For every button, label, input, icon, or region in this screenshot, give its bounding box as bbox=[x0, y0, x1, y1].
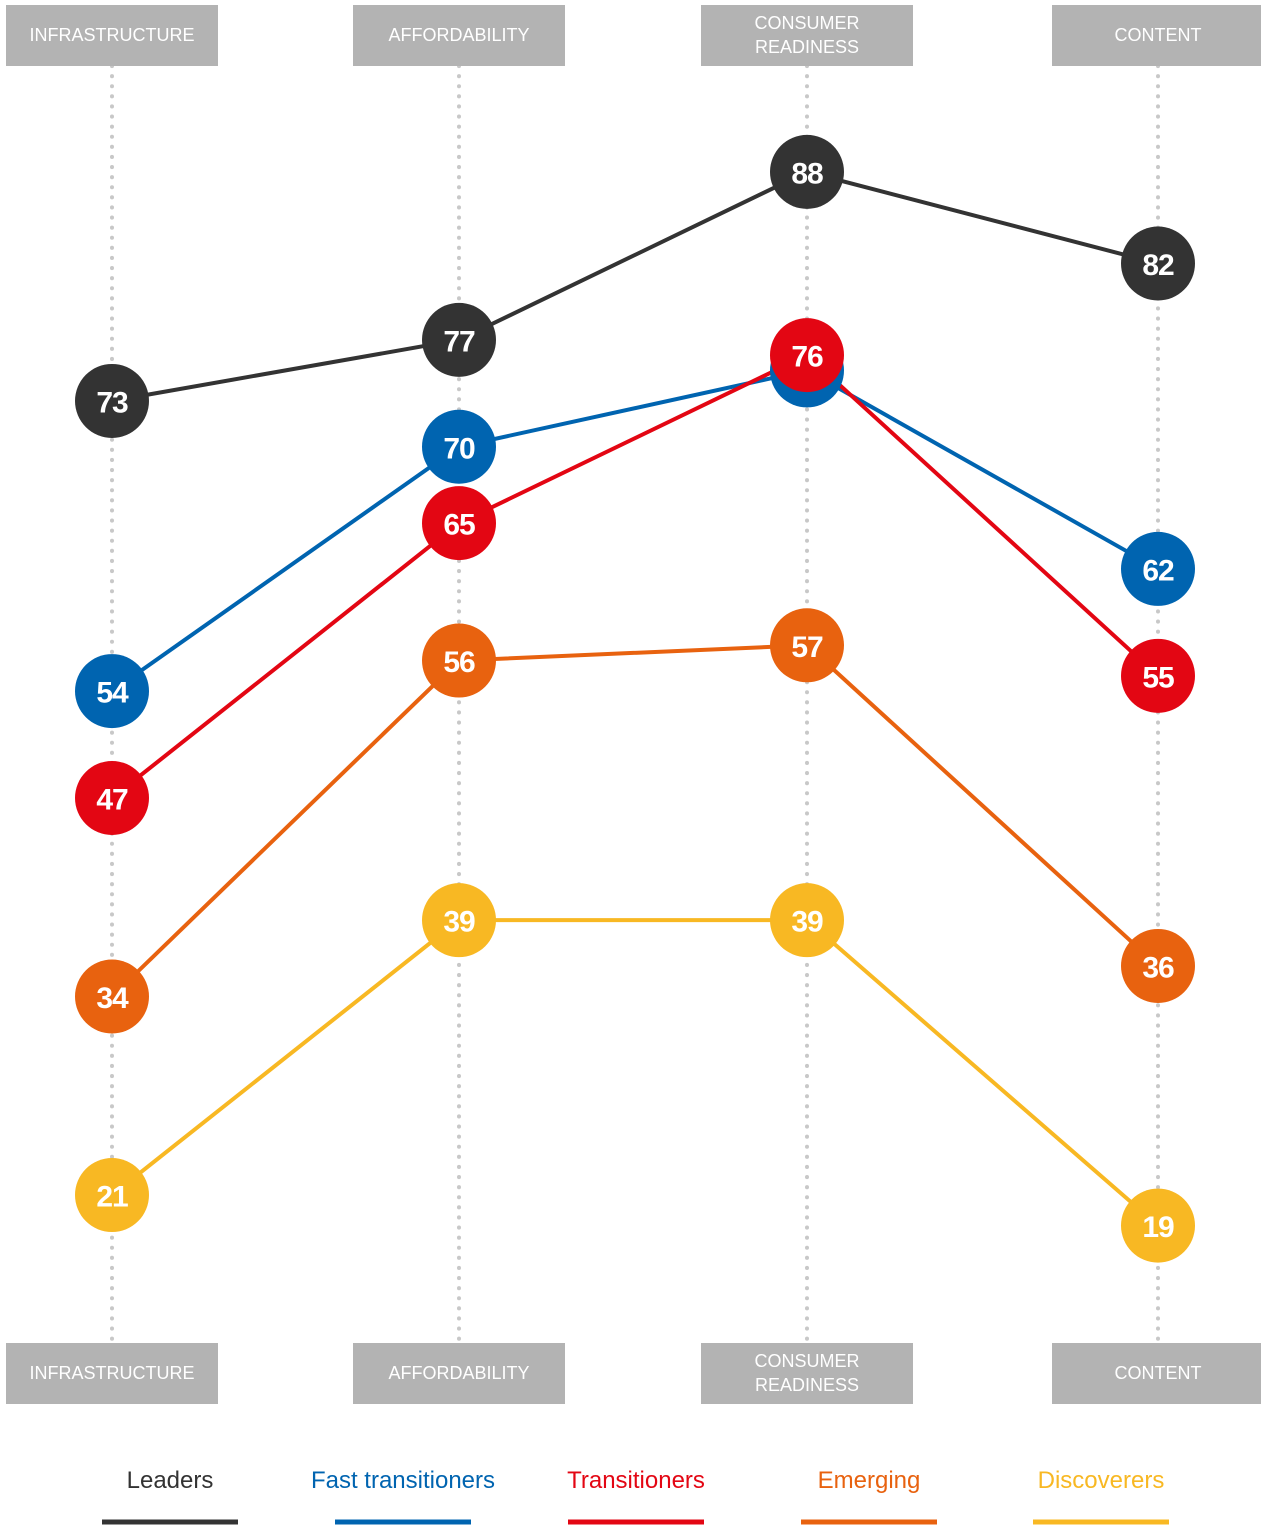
value-label: 39 bbox=[791, 906, 823, 939]
value-label: 57 bbox=[791, 631, 823, 664]
data-point bbox=[1121, 638, 1195, 713]
data-point bbox=[422, 302, 496, 377]
value-label: 65 bbox=[443, 509, 475, 542]
value-label: 19 bbox=[1142, 1211, 1174, 1244]
legend-label: Transitioners bbox=[567, 1467, 705, 1494]
category-label: INFRASTRUCTURE bbox=[6, 5, 218, 66]
value-label: 34 bbox=[96, 982, 129, 1015]
value-label: 55 bbox=[1142, 661, 1174, 694]
data-point bbox=[1121, 531, 1195, 606]
series-line bbox=[110, 918, 1160, 1228]
series-line bbox=[111, 169, 1159, 403]
data-point bbox=[75, 760, 149, 835]
data-point bbox=[422, 409, 496, 484]
legend-label: Emerging bbox=[818, 1467, 921, 1494]
data-point bbox=[770, 318, 844, 393]
series-line bbox=[110, 643, 1160, 998]
value-label: 21 bbox=[96, 1181, 128, 1214]
category-label: CONTENT bbox=[1052, 1343, 1261, 1404]
data-point bbox=[770, 134, 844, 209]
value-label: 56 bbox=[443, 646, 475, 679]
category-label: AFFORDABILITY bbox=[353, 1343, 565, 1404]
data-point bbox=[422, 623, 496, 698]
value-label: 70 bbox=[443, 432, 475, 465]
legend-label: Discoverers bbox=[1038, 1467, 1165, 1494]
value-label: 39 bbox=[443, 906, 475, 939]
value-label: 62 bbox=[1142, 554, 1174, 587]
data-point bbox=[770, 608, 844, 683]
data-point bbox=[1121, 1188, 1195, 1263]
category-label: CONTENT bbox=[1052, 5, 1261, 66]
legend-label: Fast transitioners bbox=[311, 1467, 495, 1494]
series-line bbox=[110, 368, 1159, 693]
value-label: 47 bbox=[96, 783, 128, 816]
value-label: 73 bbox=[96, 386, 128, 419]
data-point bbox=[422, 486, 496, 561]
data-point bbox=[770, 883, 844, 958]
value-label: 88 bbox=[791, 157, 823, 190]
value-label: 77 bbox=[443, 325, 475, 358]
value-label: 82 bbox=[1142, 249, 1174, 282]
category-label: CONSUMER READINESS bbox=[701, 1343, 913, 1404]
data-point bbox=[1121, 928, 1195, 1003]
data-point bbox=[75, 1158, 149, 1233]
category-label: CONSUMER READINESS bbox=[701, 5, 913, 66]
data-point bbox=[75, 959, 149, 1034]
data-point bbox=[75, 654, 149, 729]
category-label: INFRASTRUCTURE bbox=[6, 1343, 218, 1404]
series-line bbox=[110, 352, 1160, 800]
data-point bbox=[422, 883, 496, 958]
data-point bbox=[75, 363, 149, 438]
value-label: 36 bbox=[1142, 951, 1174, 984]
value-label: 76 bbox=[791, 341, 823, 374]
category-label: AFFORDABILITY bbox=[353, 5, 565, 66]
legend-label: Leaders bbox=[127, 1467, 214, 1494]
data-point bbox=[1121, 226, 1195, 301]
value-label: 54 bbox=[96, 677, 129, 710]
